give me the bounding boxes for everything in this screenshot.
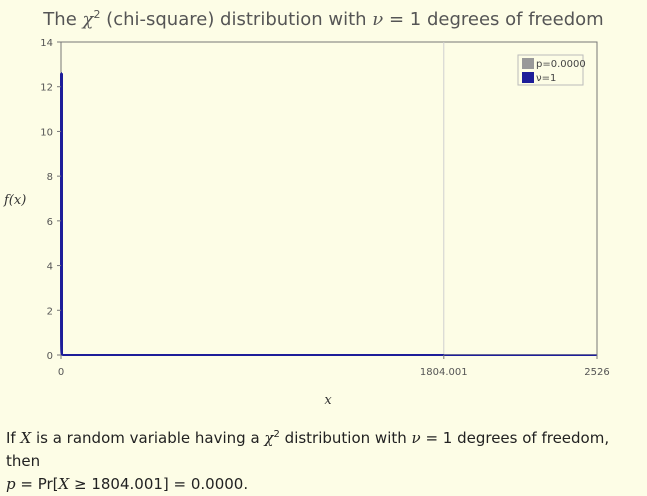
chi-symbol: χ bbox=[82, 9, 94, 30]
caption-X2: X bbox=[58, 475, 70, 493]
legend-label-p: p=0.0000 bbox=[536, 59, 586, 70]
caption-is: is a random variable having a bbox=[35, 429, 260, 447]
caption-nu: ν bbox=[411, 429, 421, 447]
chart-svg: 0 2 4 6 8 10 12 14 0 1804.001 2526 f(x) x p=0.0000… bbox=[3, 38, 610, 408]
caption-result: ≥ 1804.001] = 0.0000. bbox=[74, 475, 249, 493]
y-tick-label: 10 bbox=[40, 127, 53, 138]
title-prefix: The bbox=[43, 9, 77, 30]
legend-swatch-p bbox=[522, 58, 534, 69]
y-tick-label: 14 bbox=[40, 38, 53, 49]
p-region bbox=[443, 354, 597, 355]
x-tick-label: 0 bbox=[58, 367, 64, 378]
caption-df: = 1 degrees of freedom, then bbox=[6, 429, 610, 470]
chart-title: The χ2 (chi-square) distribution with ν … bbox=[0, 8, 647, 30]
caption-X: X bbox=[20, 429, 32, 447]
legend: p=0.0000 ν=1 bbox=[517, 54, 586, 86]
legend-swatch-nu bbox=[522, 72, 534, 83]
series-layer bbox=[60, 72, 597, 356]
y-tick-label: 8 bbox=[47, 172, 53, 183]
caption-dist: distribution with bbox=[284, 429, 407, 447]
caption-p: p bbox=[6, 475, 16, 493]
chi-superscript: 2 bbox=[93, 8, 101, 21]
y-tick-label: 4 bbox=[47, 262, 53, 273]
y-axis-label: f(x) bbox=[3, 193, 26, 208]
y-tick-label: 6 bbox=[47, 217, 53, 228]
title-suffix: = 1 degrees of freedom bbox=[388, 9, 604, 30]
y-tick-label: 0 bbox=[47, 351, 53, 362]
x-axis-label: x bbox=[324, 393, 332, 408]
x-tick-label: 1804.001 bbox=[420, 367, 468, 378]
legend-label-nu: ν=1 bbox=[536, 73, 556, 84]
caption-pr: = Pr[ bbox=[20, 475, 59, 493]
caption-chi-sup: 2 bbox=[273, 429, 280, 440]
y-tick-label: 2 bbox=[47, 306, 53, 317]
caption: If X is a random variable having a χ2 di… bbox=[6, 423, 646, 496]
plot-area bbox=[60, 41, 598, 356]
y-tick-label: 12 bbox=[40, 83, 53, 94]
caption-chi: χ bbox=[264, 429, 274, 447]
caption-line-1: If X is a random variable having a χ2 di… bbox=[6, 423, 646, 473]
title-middle: (chi-square) distribution with bbox=[106, 9, 367, 30]
nu-symbol: ν bbox=[372, 9, 384, 30]
caption-if: If bbox=[6, 429, 16, 447]
caption-line-2: p = Pr[X ≥ 1804.001] = 0.0000. bbox=[6, 473, 646, 496]
x-tick-label: 2526 bbox=[584, 367, 609, 378]
axis-layer: 0 2 4 6 8 10 12 14 0 1804.001 2526 bbox=[40, 38, 609, 378]
